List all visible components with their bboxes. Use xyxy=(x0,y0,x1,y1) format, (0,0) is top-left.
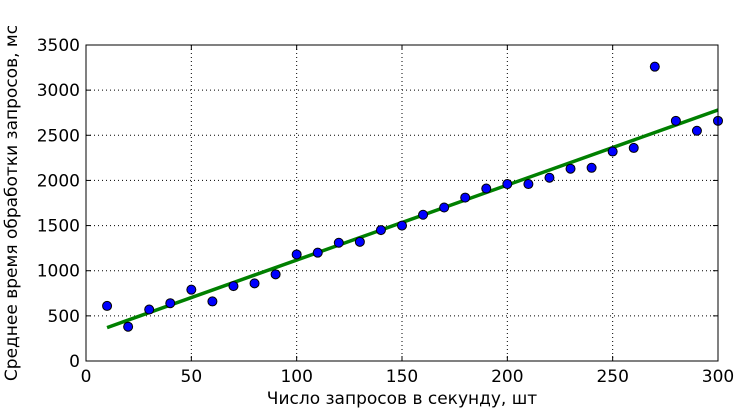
data-point xyxy=(418,209,429,220)
data-point xyxy=(523,179,534,190)
y-tick-label: 3500 xyxy=(37,36,80,56)
y-tick-label: 2000 xyxy=(37,171,80,191)
data-point xyxy=(397,220,407,231)
data-point xyxy=(607,146,618,157)
data-point xyxy=(291,249,302,260)
data-point xyxy=(628,142,639,153)
data-point xyxy=(207,296,218,307)
ticks: 0 50 100 150 200 250 3000500100015002000250030… xyxy=(37,36,734,387)
data-point xyxy=(481,183,492,194)
data-point xyxy=(565,163,576,174)
data-point xyxy=(270,269,281,280)
data-point xyxy=(312,247,323,258)
y-tick-label: 3000 xyxy=(37,81,80,101)
data-point xyxy=(354,236,365,247)
data-point xyxy=(691,125,702,136)
data-point xyxy=(102,300,113,311)
x-tick-label: 100 xyxy=(280,367,312,387)
x-tick-label: 200 xyxy=(491,367,523,387)
y-tick-label: 1500 xyxy=(37,217,80,237)
data-point xyxy=(670,115,681,126)
data-point xyxy=(165,298,176,309)
data-point xyxy=(228,281,239,292)
data-point xyxy=(502,179,513,190)
data-point xyxy=(333,237,344,248)
x-tick-label: 50 xyxy=(181,367,203,387)
data-point xyxy=(460,192,471,203)
x-tick-label: 250 xyxy=(596,367,628,387)
data-point xyxy=(144,304,155,315)
data-point xyxy=(186,284,197,295)
y-tick-label: 500 xyxy=(48,307,80,327)
trend-line xyxy=(106,108,719,330)
trend-line-layer xyxy=(106,108,719,330)
x-tick-label: 300 xyxy=(702,367,734,387)
x-tick-label: 0 xyxy=(81,367,92,387)
data-point xyxy=(375,225,386,236)
y-axis-label: Среднее время обработки запросов, мс xyxy=(2,25,22,381)
x-axis-label: Число запросов в секунду, шт xyxy=(267,389,538,409)
data-point xyxy=(649,61,660,72)
data-point xyxy=(439,202,450,213)
data-point xyxy=(544,172,555,183)
y-tick-label: 0 xyxy=(69,352,80,372)
points-layer xyxy=(102,61,723,332)
y-tick-label: 2500 xyxy=(37,126,80,146)
data-point xyxy=(586,162,597,173)
x-tick-label: 150 xyxy=(386,367,418,387)
data-point xyxy=(123,321,134,332)
grid xyxy=(86,45,718,361)
data-point xyxy=(249,278,260,289)
y-tick-label: 1000 xyxy=(37,262,80,282)
